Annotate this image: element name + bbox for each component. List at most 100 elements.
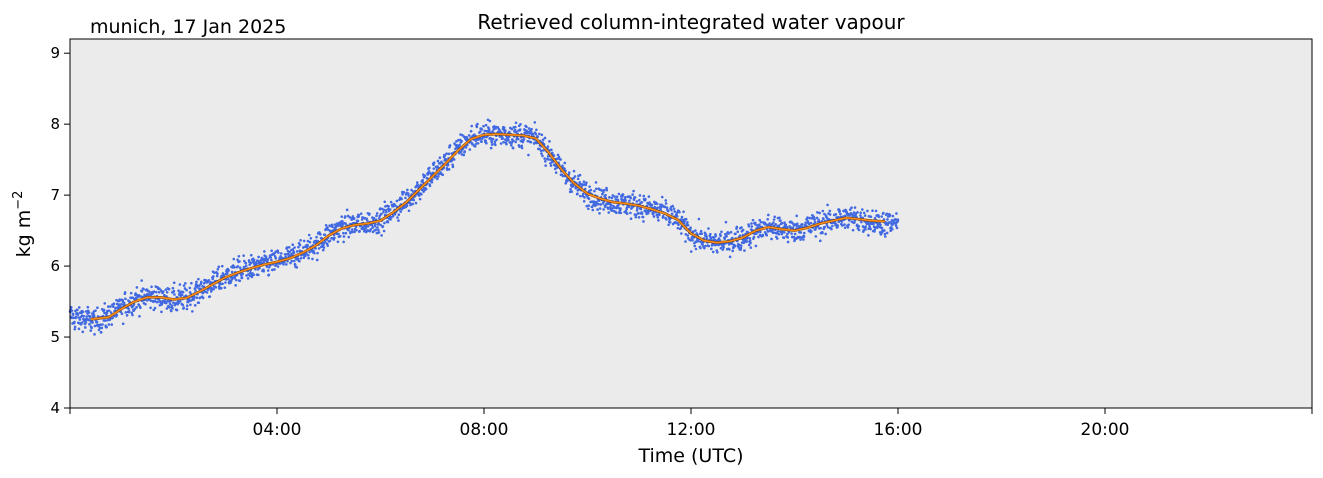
scatter-point — [863, 214, 867, 217]
scatter-point — [874, 226, 877, 229]
scatter-point — [81, 321, 84, 324]
scatter-point — [336, 224, 340, 227]
scatter-point — [880, 226, 884, 230]
scatter-point — [341, 219, 344, 223]
scatter-point — [613, 195, 617, 198]
scatter-point — [885, 212, 889, 216]
scatter-point — [81, 330, 85, 334]
scatter-point — [232, 257, 236, 261]
scatter-point — [721, 248, 725, 251]
scatter-point — [691, 230, 695, 234]
scatter-point — [850, 220, 854, 223]
scatter-point — [493, 140, 497, 143]
scatter-point — [71, 313, 75, 316]
scatter-point — [302, 239, 306, 243]
scatter-point — [160, 301, 164, 305]
scatter-point — [240, 276, 244, 280]
scatter-point — [365, 219, 369, 222]
scatter-point — [635, 200, 639, 203]
scatter-point — [438, 156, 442, 159]
scatter-point — [514, 140, 517, 144]
scatter-point — [703, 246, 706, 250]
scatter-point — [610, 209, 613, 212]
scatter-point — [780, 232, 784, 236]
scatter-point — [605, 186, 608, 190]
scatter-point — [680, 232, 683, 235]
scatter-point — [857, 224, 861, 228]
scatter-point — [671, 204, 675, 208]
scatter-point — [767, 213, 770, 217]
scatter-point — [686, 221, 689, 224]
scatter-point — [843, 226, 847, 229]
scatter-point — [77, 306, 81, 309]
scatter-point — [168, 306, 171, 309]
scatter-point — [821, 231, 824, 235]
scatter-point — [803, 231, 806, 235]
scatter-point — [567, 171, 571, 174]
scatter-point — [153, 306, 157, 310]
scatter-point — [276, 265, 280, 268]
scatter-point — [101, 323, 104, 326]
scatter-point — [266, 269, 270, 272]
scatter-point — [593, 189, 596, 193]
scatter-point — [491, 137, 495, 141]
scatter-point — [96, 306, 99, 310]
scatter-point — [221, 282, 224, 286]
scatter-point — [661, 214, 665, 218]
scatter-point — [483, 135, 486, 139]
scatter-point — [212, 287, 215, 291]
scatter-point — [188, 286, 192, 290]
scatter-point — [826, 203, 829, 207]
scatter-point — [227, 277, 230, 281]
scatter-point — [82, 314, 85, 318]
scatter-point — [485, 141, 488, 145]
scatter-point — [314, 247, 317, 250]
scatter-point — [813, 218, 816, 221]
scatter-point — [828, 213, 832, 216]
scatter-point — [502, 140, 505, 144]
scatter-point — [431, 171, 435, 175]
scatter-point — [214, 286, 218, 289]
scatter-point — [287, 246, 291, 249]
scatter-point — [733, 244, 737, 248]
scatter-point — [319, 233, 322, 236]
scatter-point — [634, 213, 638, 217]
scatter-point — [480, 137, 484, 140]
scatter-point — [377, 222, 381, 225]
scatter-point — [864, 228, 867, 231]
scatter-point — [607, 211, 611, 214]
scatter-point — [638, 198, 641, 202]
scatter-point — [531, 132, 535, 136]
scatter-point — [679, 227, 683, 230]
scatter-point — [624, 199, 627, 202]
scatter-point — [686, 223, 690, 227]
scatter-point — [385, 210, 388, 214]
scatter-point — [889, 221, 893, 224]
scatter-point — [573, 175, 577, 178]
scatter-point — [852, 215, 855, 218]
scatter-point — [220, 264, 224, 268]
scatter-point — [768, 222, 771, 225]
scatter-point — [107, 323, 111, 326]
scatter-point — [709, 232, 712, 236]
scatter-point — [76, 313, 80, 316]
scatter-point — [163, 293, 166, 297]
scatter-point — [779, 230, 783, 234]
scatter-point — [596, 208, 599, 211]
scatter-point — [244, 261, 248, 265]
scatter-point — [92, 312, 95, 316]
scatter-point — [285, 263, 288, 266]
scatter-point — [720, 230, 723, 234]
scatter-point — [714, 234, 718, 238]
scatter-point — [576, 177, 580, 181]
scatter-point — [125, 314, 129, 317]
scatter-point — [76, 308, 79, 312]
scatter-point — [383, 221, 386, 225]
scatter-point — [801, 223, 804, 226]
scatter-point — [201, 296, 205, 300]
scatter-point — [584, 183, 588, 187]
scatter-point — [640, 212, 644, 215]
scatter-point — [515, 130, 518, 134]
scatter-point — [244, 264, 248, 268]
scatter-point — [458, 143, 461, 147]
